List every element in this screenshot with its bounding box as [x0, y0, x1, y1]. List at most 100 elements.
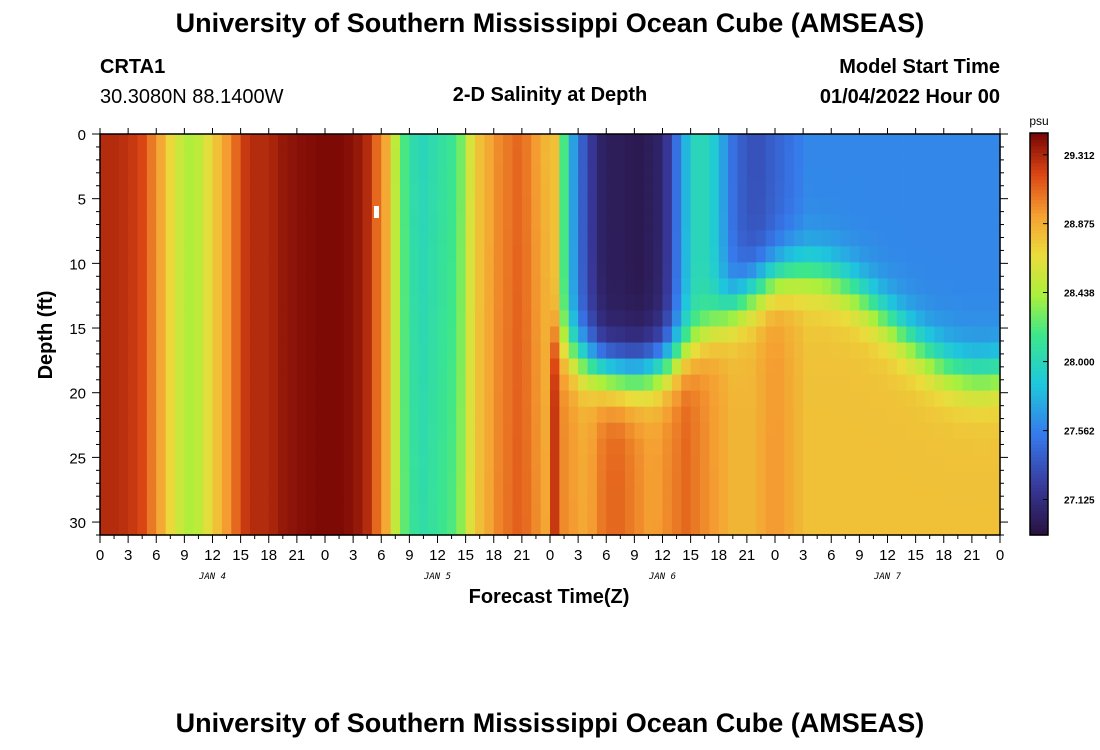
heatmap-cell: [203, 326, 214, 344]
heatmap-cell: [184, 486, 195, 504]
heatmap-cell: [793, 214, 804, 231]
heatmap-cell: [718, 518, 729, 536]
heatmap-cell: [943, 406, 954, 424]
colorbar-segment: [1030, 163, 1048, 168]
heatmap-cell: [212, 390, 223, 408]
heatmap-cell: [653, 278, 664, 295]
heatmap-cell: [850, 310, 860, 328]
heatmap-cell: [756, 262, 767, 279]
heatmap-cell: [906, 454, 917, 472]
heatmap-cell: [737, 422, 748, 440]
heatmap-cell: [428, 166, 439, 183]
heatmap-cell: [653, 214, 664, 231]
heatmap-cell: [184, 422, 195, 440]
heatmap-cell: [203, 246, 214, 263]
heatmap-cell: [765, 358, 776, 376]
heatmap-cell: [503, 262, 514, 279]
heatmap-cell: [821, 374, 832, 392]
heatmap-cell: [746, 214, 757, 231]
heatmap-cell: [578, 518, 589, 536]
heatmap-cell: [868, 214, 879, 231]
heatmap-cell: [953, 198, 964, 215]
heatmap-cell: [381, 326, 392, 344]
heatmap-cell: [221, 390, 232, 408]
heatmap-cell: [362, 422, 373, 440]
colorbar-segment: [1030, 340, 1048, 345]
heatmap-cell: [240, 214, 251, 231]
heatmap-cell: [709, 198, 720, 215]
heatmap-cell: [259, 390, 270, 408]
heatmap-cell: [428, 150, 439, 167]
heatmap-cell: [681, 134, 692, 151]
heatmap-cell: [550, 214, 560, 231]
heatmap-cell: [193, 150, 204, 167]
heatmap-cell: [831, 502, 842, 520]
heatmap-cell: [521, 470, 532, 488]
heatmap-cell: [184, 454, 195, 472]
heatmap-cell: [990, 262, 1001, 279]
heatmap-cell: [203, 374, 214, 392]
heatmap-cell: [728, 246, 739, 263]
heatmap-cell: [259, 438, 270, 456]
heatmap-cell: [315, 150, 326, 167]
heatmap-cell: [278, 278, 289, 295]
heatmap-cell: [109, 358, 120, 376]
heatmap-cell: [212, 438, 223, 456]
heatmap-cell: [521, 486, 532, 504]
heatmap-cell: [906, 230, 917, 247]
heatmap-cell: [493, 262, 504, 279]
heatmap-cell: [165, 326, 176, 344]
heatmap-cell: [718, 262, 729, 279]
heatmap-cell: [765, 502, 776, 520]
heatmap-cell: [278, 454, 289, 472]
heatmap-cell: [184, 470, 195, 488]
heatmap-cell: [381, 390, 392, 408]
heatmap-cell: [203, 470, 214, 488]
heatmap-cell: [906, 150, 917, 167]
heatmap-cell: [540, 390, 551, 408]
heatmap-cell: [746, 470, 757, 488]
heatmap-cell: [390, 454, 401, 472]
heatmap-cell: [840, 310, 851, 328]
heatmap-cell: [184, 502, 195, 520]
heatmap-cell: [746, 310, 757, 328]
heatmap-cell: [634, 230, 645, 247]
heatmap-cell: [484, 214, 495, 231]
heatmap-cell: [803, 454, 814, 472]
colorbar-segment: [1030, 330, 1048, 335]
heatmap-cell: [193, 262, 204, 279]
heatmap-cell: [146, 374, 157, 392]
heatmap-cell: [259, 502, 270, 520]
heatmap-cell: [859, 166, 870, 183]
heatmap-cell: [109, 454, 120, 472]
heatmap-cell: [343, 422, 354, 440]
heatmap-cell: [531, 278, 542, 295]
heatmap-cell: [568, 438, 579, 456]
x-tick-label: 0: [996, 547, 1004, 564]
heatmap-cell: [165, 422, 176, 440]
heatmap-cell: [634, 518, 645, 536]
heatmap-cell: [100, 278, 110, 295]
heatmap-cell: [428, 374, 439, 392]
heatmap-cell: [193, 390, 204, 408]
heatmap-cell: [568, 278, 579, 295]
heatmap-cell: [484, 310, 495, 328]
heatmap-cell: [175, 406, 185, 424]
heatmap-cell: [596, 230, 607, 247]
heatmap-cell: [793, 358, 804, 376]
heatmap-cell: [840, 182, 851, 199]
heatmap-cell: [643, 134, 654, 151]
heatmap-cell: [287, 438, 298, 456]
heatmap-cell: [887, 422, 898, 440]
heatmap-cell: [531, 358, 542, 376]
heatmap-cell: [550, 246, 560, 263]
heatmap-cell: [859, 294, 870, 312]
heatmap-cell: [625, 182, 635, 199]
heatmap-cell: [812, 470, 823, 488]
heatmap-cell: [418, 134, 429, 151]
heatmap-cell: [784, 374, 795, 392]
heatmap-cell: [184, 406, 195, 424]
heatmap-cell: [971, 198, 982, 215]
heatmap-cell: [400, 438, 410, 456]
heatmap-cell: [428, 230, 439, 247]
